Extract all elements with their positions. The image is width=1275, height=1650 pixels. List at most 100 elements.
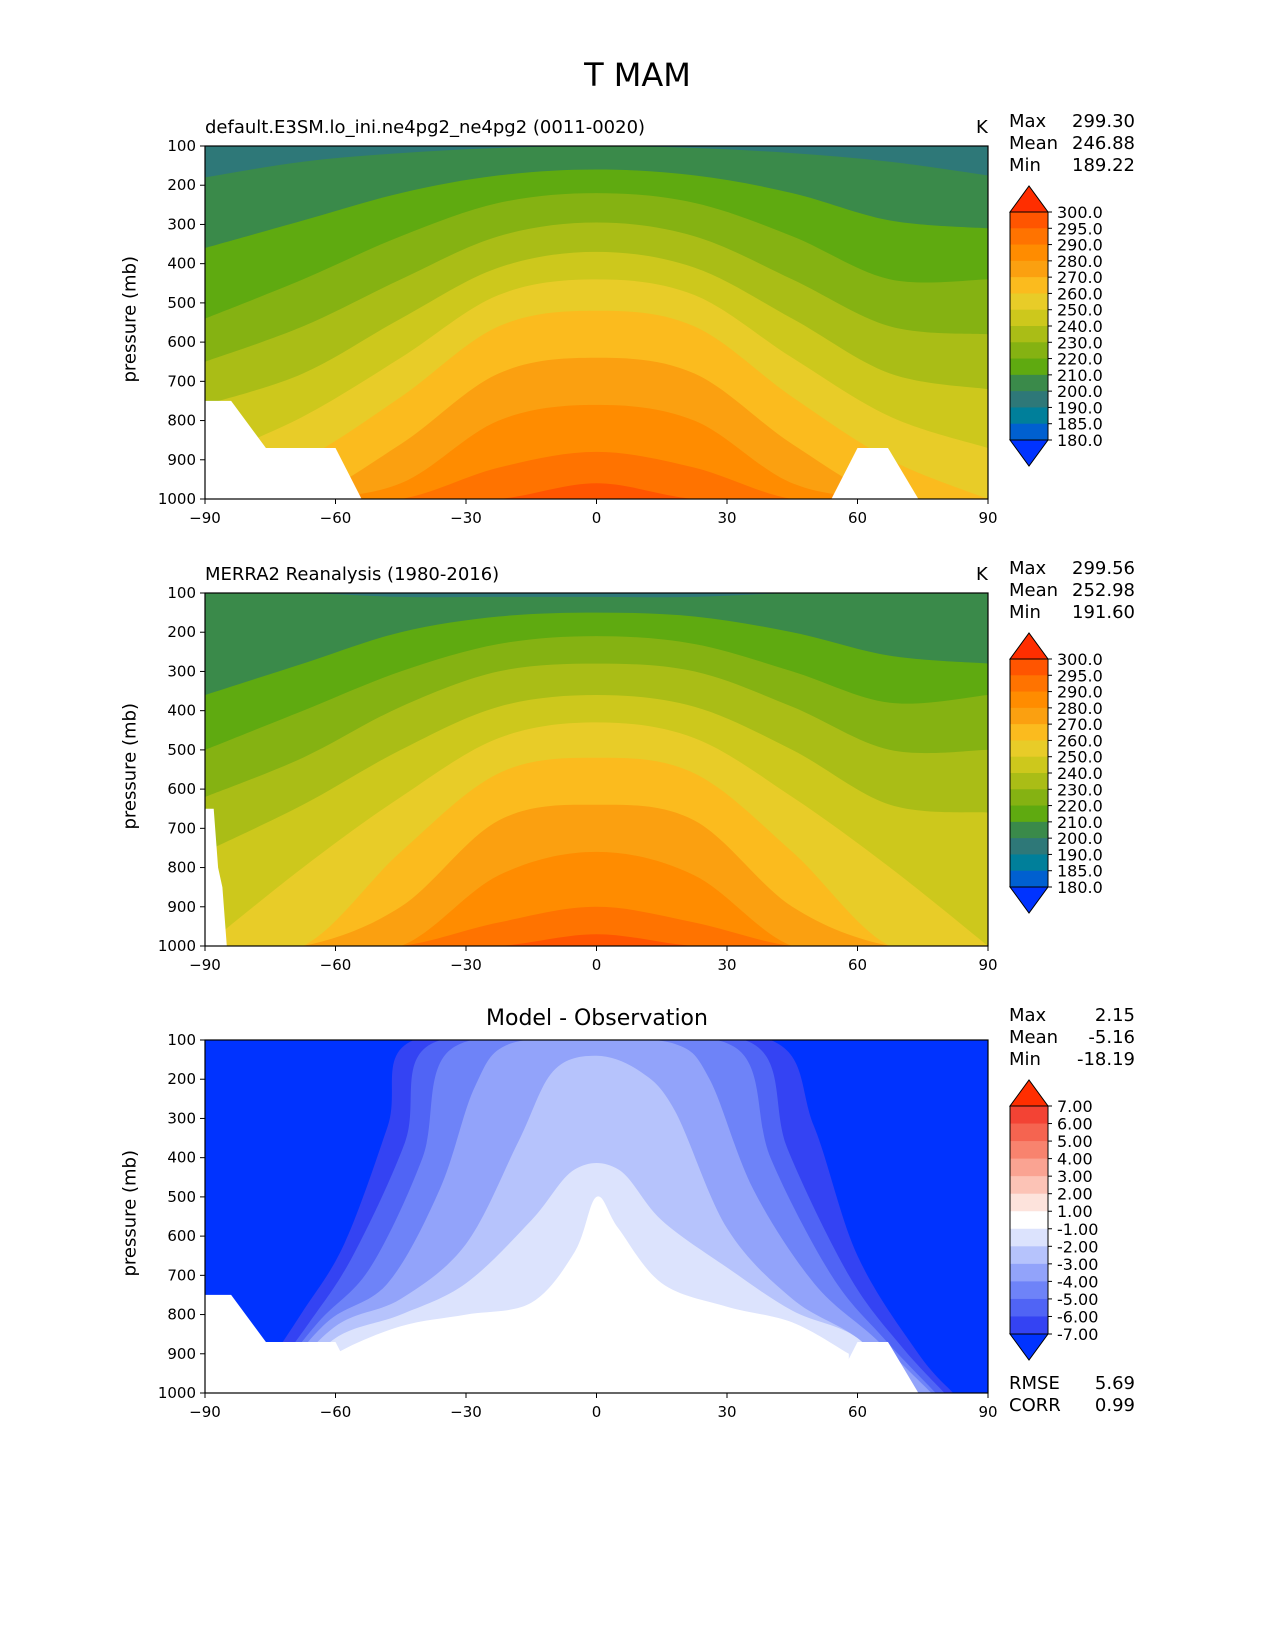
panel1-colorbar: 300.0295.0290.0280.0270.0260.0250.0240.0… [1009,185,1103,467]
colorbar-band [1010,391,1048,408]
colorbar-band [1010,293,1048,311]
colorbar-tick-label: 250.0 [1057,748,1103,767]
colorbar-band [1010,423,1048,441]
panel1-stat-min: Min 189.22 [1009,155,1135,176]
panel1-xtick-label: −60 [320,509,352,527]
colorbar-band [1010,805,1048,823]
panel3-ytick-label: 400 [167,1149,196,1167]
panel2-ytick-label: 900 [167,898,196,916]
colorbar-band [1010,691,1048,709]
colorbar-tick-label: -6.00 [1057,1307,1098,1326]
panel3-xtick-label: 60 [848,1403,867,1421]
colorbar-band [1010,870,1048,888]
colorbar-tick-label: -7.00 [1057,1325,1098,1344]
colorbar-tick-label: 210.0 [1057,813,1103,832]
panel1-stat-max: Max 299.30 [1009,111,1135,132]
colorbar-frame [1009,1105,1049,1335]
panel2-ytick-label: 1000 [158,937,196,955]
colorbar-tick-label: 300.0 [1057,650,1103,669]
panel3-ytick-label: 800 [167,1306,196,1324]
panel2-title: MERRA2 Reanalysis (1980-2016) [205,564,500,585]
panel3-xtick-label: 0 [592,1403,602,1421]
colorbar-band [1010,1263,1048,1282]
panel2-field [205,593,988,946]
panel1-ytick-label: 400 [167,255,196,273]
colorbar-tick-label: 270.0 [1057,715,1103,734]
colorbar-band [1010,1176,1048,1195]
colorbar-tick-label: 210.0 [1057,366,1103,385]
colorbar-band [1010,724,1048,741]
colorbar-tick-label: 220.0 [1057,797,1103,816]
colorbar-tick-label: -4.00 [1057,1272,1098,1291]
panel2-stat-max: Max 299.56 [1009,558,1135,579]
panel3-nodata-1 [205,1294,362,1393]
colorbar-band [1010,1123,1048,1142]
colorbar-band [1010,260,1048,278]
colorbar-tick-label: 230.0 [1057,333,1103,352]
panel1-band-290 [205,451,988,499]
colorbar-tick-label: 3.00 [1057,1167,1093,1186]
colorbar-band [1010,407,1048,425]
colorbar-extend-top [1009,1079,1049,1107]
colorbar-tick-label: 290.0 [1057,236,1103,255]
colorbar-band [1010,326,1048,343]
colorbar-tick-label: -2.00 [1057,1237,1098,1256]
colorbar-tick-label: 180.0 [1057,431,1103,450]
colorbar-extend-bottom [1009,1333,1049,1361]
colorbar-tick-label: 185.0 [1057,415,1103,434]
colorbar-tick-label: 200.0 [1057,382,1103,401]
colorbar-band [1010,1193,1048,1212]
panel2-xtick-label: 30 [717,956,736,974]
colorbar-tick-label: 200.0 [1057,829,1103,848]
panel1-xtick-label: 60 [848,509,867,527]
colorbar-tick-label: 190.0 [1057,398,1103,417]
panel3-stat-min: Min -18.19 [1009,1049,1135,1070]
panel2-xtick-label: −60 [320,956,352,974]
colorbar-band [1010,675,1048,693]
panel2-colorbar: 300.0295.0290.0280.0270.0260.0250.0240.0… [1009,632,1103,914]
colorbar-tick-label: 230.0 [1057,780,1103,799]
colorbar-tick-label: 240.0 [1057,317,1103,336]
panel3-xtick-label: −30 [450,1403,482,1421]
colorbar-band [1010,358,1048,376]
panel3-field [205,1040,988,1393]
panel1-xtick-label: 30 [717,509,736,527]
panel2-nodata-1 [205,808,227,946]
colorbar-band [1010,773,1048,790]
colorbar-tick-label: 290.0 [1057,683,1103,702]
panel3-ytick-label: 300 [167,1109,196,1127]
colorbar-band [1010,1158,1048,1177]
colorbar-band [1010,1298,1048,1317]
panel1-units: K [976,117,988,138]
colorbar-tick-label: 280.0 [1057,699,1103,718]
colorbar-band [1010,740,1048,758]
colorbar-band [1010,1316,1048,1335]
colorbar-tick-label: 280.0 [1057,252,1103,271]
panel3-stat-corr: CORR 0.99 [1009,1395,1135,1416]
colorbar-band [1010,789,1048,807]
panel1-ytick-label: 600 [167,333,196,351]
colorbar-tick-label: 180.0 [1057,878,1103,897]
colorbar-band [1010,212,1048,229]
colorbar-band [1010,374,1048,392]
panel1-xtick-label: −90 [189,509,221,527]
colorbar-band [1010,1141,1048,1160]
colorbar-tick-label: -3.00 [1057,1255,1098,1274]
colorbar-tick-label: 260.0 [1057,284,1103,303]
colorbar-band [1010,756,1048,774]
panel1-band-295 [205,483,988,499]
panel2-xtick-label: 60 [848,956,867,974]
colorbar-tick-label: 300.0 [1057,203,1103,222]
panel1-nodata-2 [831,448,919,499]
colorbar-band [1010,659,1048,676]
colorbar-tick-label: 250.0 [1057,301,1103,320]
colorbar-band [1010,1106,1048,1125]
panel3-stat-mean: Mean -5.16 [1009,1027,1135,1048]
panel3-xtick-label: 30 [717,1403,736,1421]
panel2-units: K [976,564,988,585]
panel3-ytick-label: 200 [167,1070,196,1088]
colorbar-band [1010,1246,1048,1265]
panel1-ytick-label: 700 [167,372,196,390]
panel2-ytick-label: 600 [167,780,196,798]
colorbar-tick-label: -5.00 [1057,1290,1098,1309]
